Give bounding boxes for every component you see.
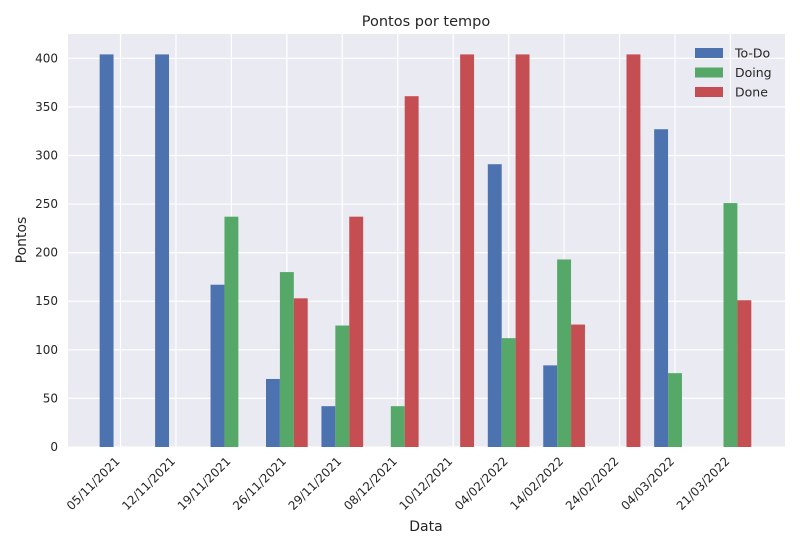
y-tick-label: 350	[35, 100, 58, 114]
bar-to-do-1	[155, 54, 169, 448]
bar-doing-8	[557, 259, 572, 447]
bar-doing-3	[279, 272, 294, 447]
x-tick-label: 26/11/2021	[230, 454, 289, 513]
x-tick-label: 04/03/2022	[618, 454, 677, 513]
y-tick-label: 300	[35, 148, 58, 162]
bar-done-8	[571, 324, 585, 447]
bar-to-do-8	[543, 365, 558, 447]
y-tick-label: 0	[50, 440, 58, 454]
legend-swatch	[695, 67, 723, 78]
x-tick-label: 14/02/2022	[507, 454, 566, 513]
x-tick-label: 05/11/2021	[64, 454, 123, 513]
legend-label: Done	[735, 85, 768, 100]
bar-to-do-10	[654, 129, 669, 447]
bar-done-3	[293, 298, 308, 447]
legend-label: Doing	[735, 65, 772, 80]
y-tick-label: 150	[35, 294, 58, 308]
bar-done-7	[515, 54, 530, 448]
x-tick-labels: 05/11/202112/11/202119/11/202126/11/2021…	[64, 454, 733, 513]
legend-swatch	[695, 87, 723, 97]
bars	[99, 54, 752, 448]
bar-doing-2	[224, 216, 239, 447]
legend-swatch	[695, 48, 723, 58]
bar-done-11	[737, 300, 752, 447]
x-tick-label: 08/12/2021	[341, 454, 400, 513]
bar-doing-11	[723, 203, 738, 447]
x-tick-label: 10/12/2021	[397, 454, 456, 513]
x-axis-title: Data	[409, 519, 442, 535]
bar-done-5	[404, 96, 419, 448]
bar-doing-10	[668, 373, 682, 447]
bar-to-do-4	[321, 406, 336, 447]
x-tick-label: 21/03/2022	[674, 454, 733, 513]
bar-to-do-7	[487, 164, 502, 447]
legend-label: To-Do	[734, 46, 770, 61]
y-axis-title: Pontos	[14, 217, 30, 264]
x-tick-label: 29/11/2021	[286, 454, 345, 513]
y-tick-label: 400	[35, 51, 58, 65]
y-tick-label: 50	[43, 391, 58, 405]
x-tick-label: 19/11/2021	[175, 454, 234, 513]
bar-to-do-3	[266, 378, 280, 447]
bar-to-do-0	[99, 54, 114, 448]
y-tick-labels: 0 50 100 150 200 250 300 350 400	[35, 51, 58, 454]
y-tick-label: 100	[35, 343, 58, 357]
legend: To-Do Doing Done	[695, 46, 772, 100]
y-tick-label: 200	[35, 246, 58, 260]
y-tick-label: 250	[35, 197, 58, 211]
bar-done-6	[460, 54, 475, 448]
chart-title: Pontos por tempo	[362, 14, 491, 30]
bar-to-do-2	[210, 284, 225, 447]
x-tick-label: 04/02/2022	[452, 454, 511, 513]
bar-doing-5	[390, 406, 405, 447]
bar-done-9	[626, 54, 641, 448]
bar-doing-7	[501, 338, 516, 447]
x-tick-label: 12/11/2021	[119, 454, 178, 513]
bar-done-4	[349, 216, 364, 447]
bar-doing-4	[335, 325, 350, 447]
x-tick-label: 24/02/2022	[563, 454, 622, 513]
